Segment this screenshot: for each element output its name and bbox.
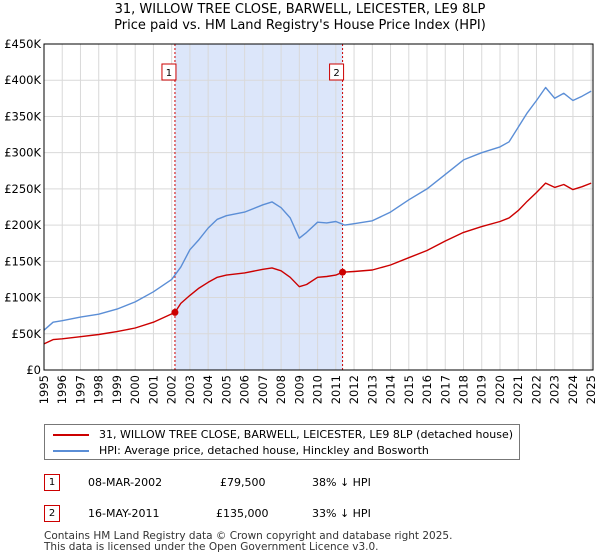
x-tick-label: 2025 [584, 375, 598, 404]
transaction-point [339, 268, 347, 276]
transaction-label: 2 [333, 68, 339, 79]
x-tick-label: 2009 [292, 375, 306, 404]
transaction-label-box [161, 63, 177, 81]
x-tick-label: 2006 [238, 375, 252, 404]
x-tick-label: 2022 [529, 375, 543, 404]
x-tick-label: 1996 [55, 375, 69, 404]
y-tick-label: £350K [4, 109, 41, 123]
x-tick-label: 2012 [347, 375, 361, 404]
transaction-date: 08-MAR-2002 [88, 476, 163, 489]
x-tick-label: 1999 [110, 375, 124, 404]
transaction-price: £135,000 [216, 507, 269, 520]
y-tick-label: £250K [4, 182, 41, 196]
x-tick-label: 2008 [274, 375, 288, 404]
x-tick-label: 2020 [493, 375, 507, 404]
x-tick-label: 2018 [457, 375, 471, 404]
legend-label-hpi: HPI: Average price, detached house, Hinc… [99, 444, 429, 457]
plot-frame [43, 43, 594, 371]
x-tick-label: 2001 [146, 375, 160, 404]
y-tick-label: £300K [4, 146, 41, 160]
y-tick-label: £0 [26, 363, 41, 377]
x-tick-label: 2015 [402, 375, 416, 404]
transaction-price: £79,500 [220, 476, 266, 489]
y-tick-label: £200K [4, 218, 41, 232]
property-price-line [43, 182, 592, 345]
x-tick-label: 2014 [384, 375, 398, 404]
y-tick-label: £400K [4, 73, 41, 87]
chart-title-line1: 31, WILLOW TREE CLOSE, BARWELL, LEICESTE… [114, 2, 486, 17]
hpi-line [43, 86, 592, 331]
x-tick-label: 2005 [219, 375, 233, 404]
x-tick-label: 2024 [566, 375, 580, 404]
footer-copyright: Contains HM Land Registry data © Crown c… [44, 531, 452, 553]
legend-label-property: 31, WILLOW TREE CLOSE, BARWELL, LEICESTE… [99, 428, 514, 441]
transaction-hpi-diff: 38% ↓ HPI [312, 476, 371, 489]
x-tick-label: 2011 [329, 375, 343, 404]
legend-swatch-hpi [53, 450, 89, 452]
x-tick-label: 2007 [256, 375, 270, 404]
x-tick-label: 1995 [37, 375, 51, 404]
x-tick-label: 2000 [128, 375, 142, 404]
transaction-point [171, 308, 179, 316]
x-tick-label: 2019 [475, 375, 489, 404]
transaction-label: 1 [166, 68, 172, 79]
x-tick-label: 2013 [365, 375, 379, 404]
transaction-number-badge: 1 [44, 474, 60, 491]
x-tick-label: 2017 [438, 375, 452, 404]
legend-swatch-property [53, 434, 89, 436]
x-tick-label: 2004 [201, 375, 215, 404]
chart-title-line2: Price paid vs. HM Land Registry's House … [114, 18, 486, 33]
footer-line2: This data is licensed under the Open Gov… [44, 541, 379, 553]
price-chart: £0 £50K £100K £150K £200K £250K £300K £350K £400… [4, 37, 598, 404]
x-tick-label: 2003 [183, 375, 197, 404]
transaction-date: 16-MAY-2011 [88, 507, 160, 520]
x-tick-label: 2010 [311, 375, 325, 404]
transaction-number-badge: 2 [44, 505, 60, 522]
x-tick-label: 2021 [511, 375, 525, 404]
transaction-label-box [329, 63, 345, 81]
legend-item-hpi: HPI: Average price, detached house, Hinc… [53, 443, 429, 459]
footer-line1: Contains HM Land Registry data © Crown c… [44, 530, 453, 542]
x-tick-label: 1997 [73, 375, 87, 404]
chart-legend: 31, WILLOW TREE CLOSE, BARWELL, LEICESTE… [44, 424, 520, 460]
transaction-hpi-diff: 33% ↓ HPI [312, 507, 371, 520]
y-tick-label: £450K [4, 37, 41, 51]
x-tick-label: 2023 [548, 375, 562, 404]
y-tick-label: £150K [4, 254, 41, 268]
y-tick-label: £50K [12, 327, 42, 341]
x-tick-label: 1998 [92, 375, 106, 404]
x-tick-label: 2016 [420, 375, 434, 404]
legend-item-property: 31, WILLOW TREE CLOSE, BARWELL, LEICESTE… [53, 427, 513, 443]
y-tick-label: £100K [4, 291, 41, 305]
x-tick-label: 2002 [165, 375, 179, 404]
